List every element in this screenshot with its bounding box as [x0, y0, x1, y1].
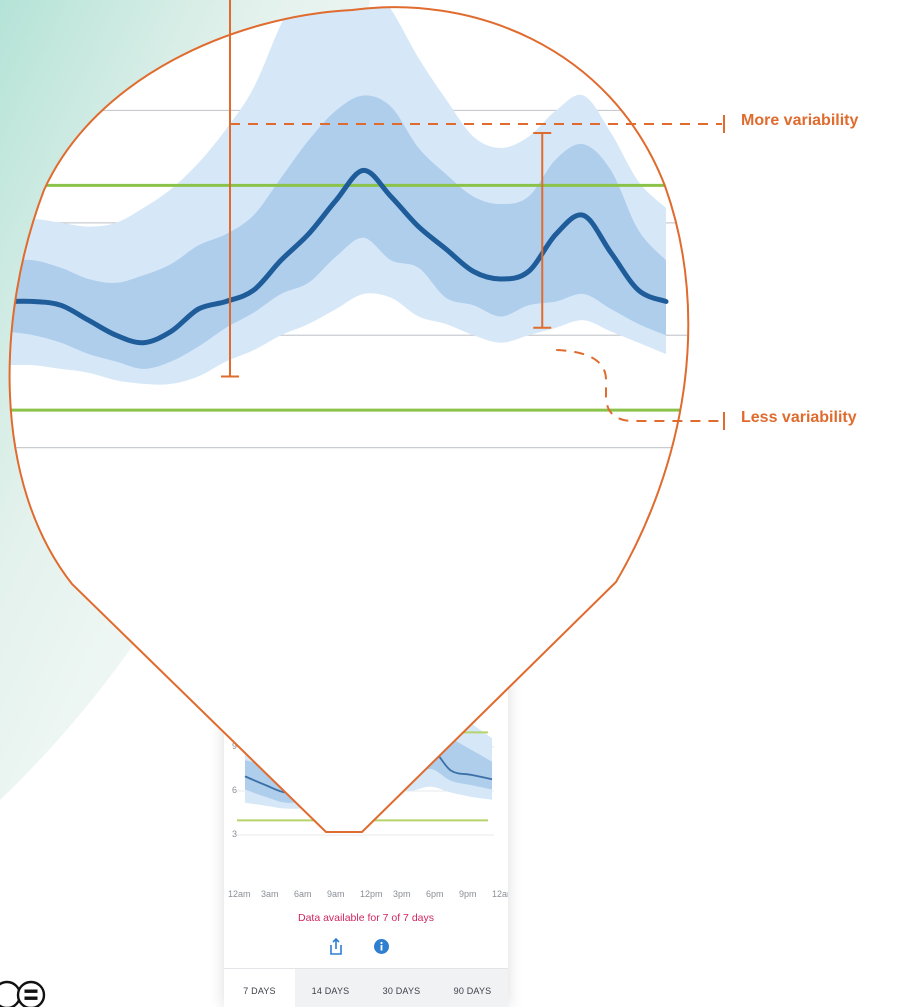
tab-30-days[interactable]: 30 DAYS — [382, 986, 421, 996]
mini-y-tick-label: 3 — [232, 829, 238, 839]
cc-by-nd-icon — [0, 980, 46, 1007]
share-icon[interactable] — [328, 938, 344, 956]
mini-x-tick-label: 3pm — [393, 889, 411, 899]
mini-y-tick-label: 6 — [232, 785, 238, 795]
more-variability-label: More variability — [741, 112, 859, 129]
tab-90-days[interactable]: 90 DAYS — [453, 986, 492, 996]
less-variability-label: Less variability — [741, 409, 857, 426]
mini-x-tick-label: 6pm — [426, 889, 444, 899]
mini-x-tick-label: 12pm — [360, 889, 383, 899]
mini-x-tick-label: 12am — [228, 889, 251, 899]
mini-y-tick-label: 12 — [232, 697, 243, 707]
range-tabs: 7 DAYS 14 DAYS 30 DAYS 90 DAYS — [224, 968, 508, 1007]
mini-x-tick-label: 3am — [261, 889, 279, 899]
data-availability-text: Data available for 7 of 7 days — [298, 912, 434, 924]
mini-x-tick-label: 6am — [294, 889, 312, 899]
tab-7-days[interactable]: 7 DAYS — [224, 969, 295, 1007]
mini-x-tick-label: 9pm — [459, 889, 477, 899]
phone-screen: 12 9 6 3 12am 3am 6am 9am 12pm 3pm 6pm 9pm 12am Dat… — [224, 668, 508, 1007]
tab-14-days[interactable]: 14 DAYS — [311, 986, 350, 996]
mini-chart — [237, 668, 494, 836]
mini-x-tick-label: 9am — [327, 889, 345, 899]
mini-y-tick-label: 9 — [232, 741, 238, 751]
mini-x-tick-label: 12am — [492, 889, 508, 899]
info-icon[interactable] — [374, 939, 389, 954]
